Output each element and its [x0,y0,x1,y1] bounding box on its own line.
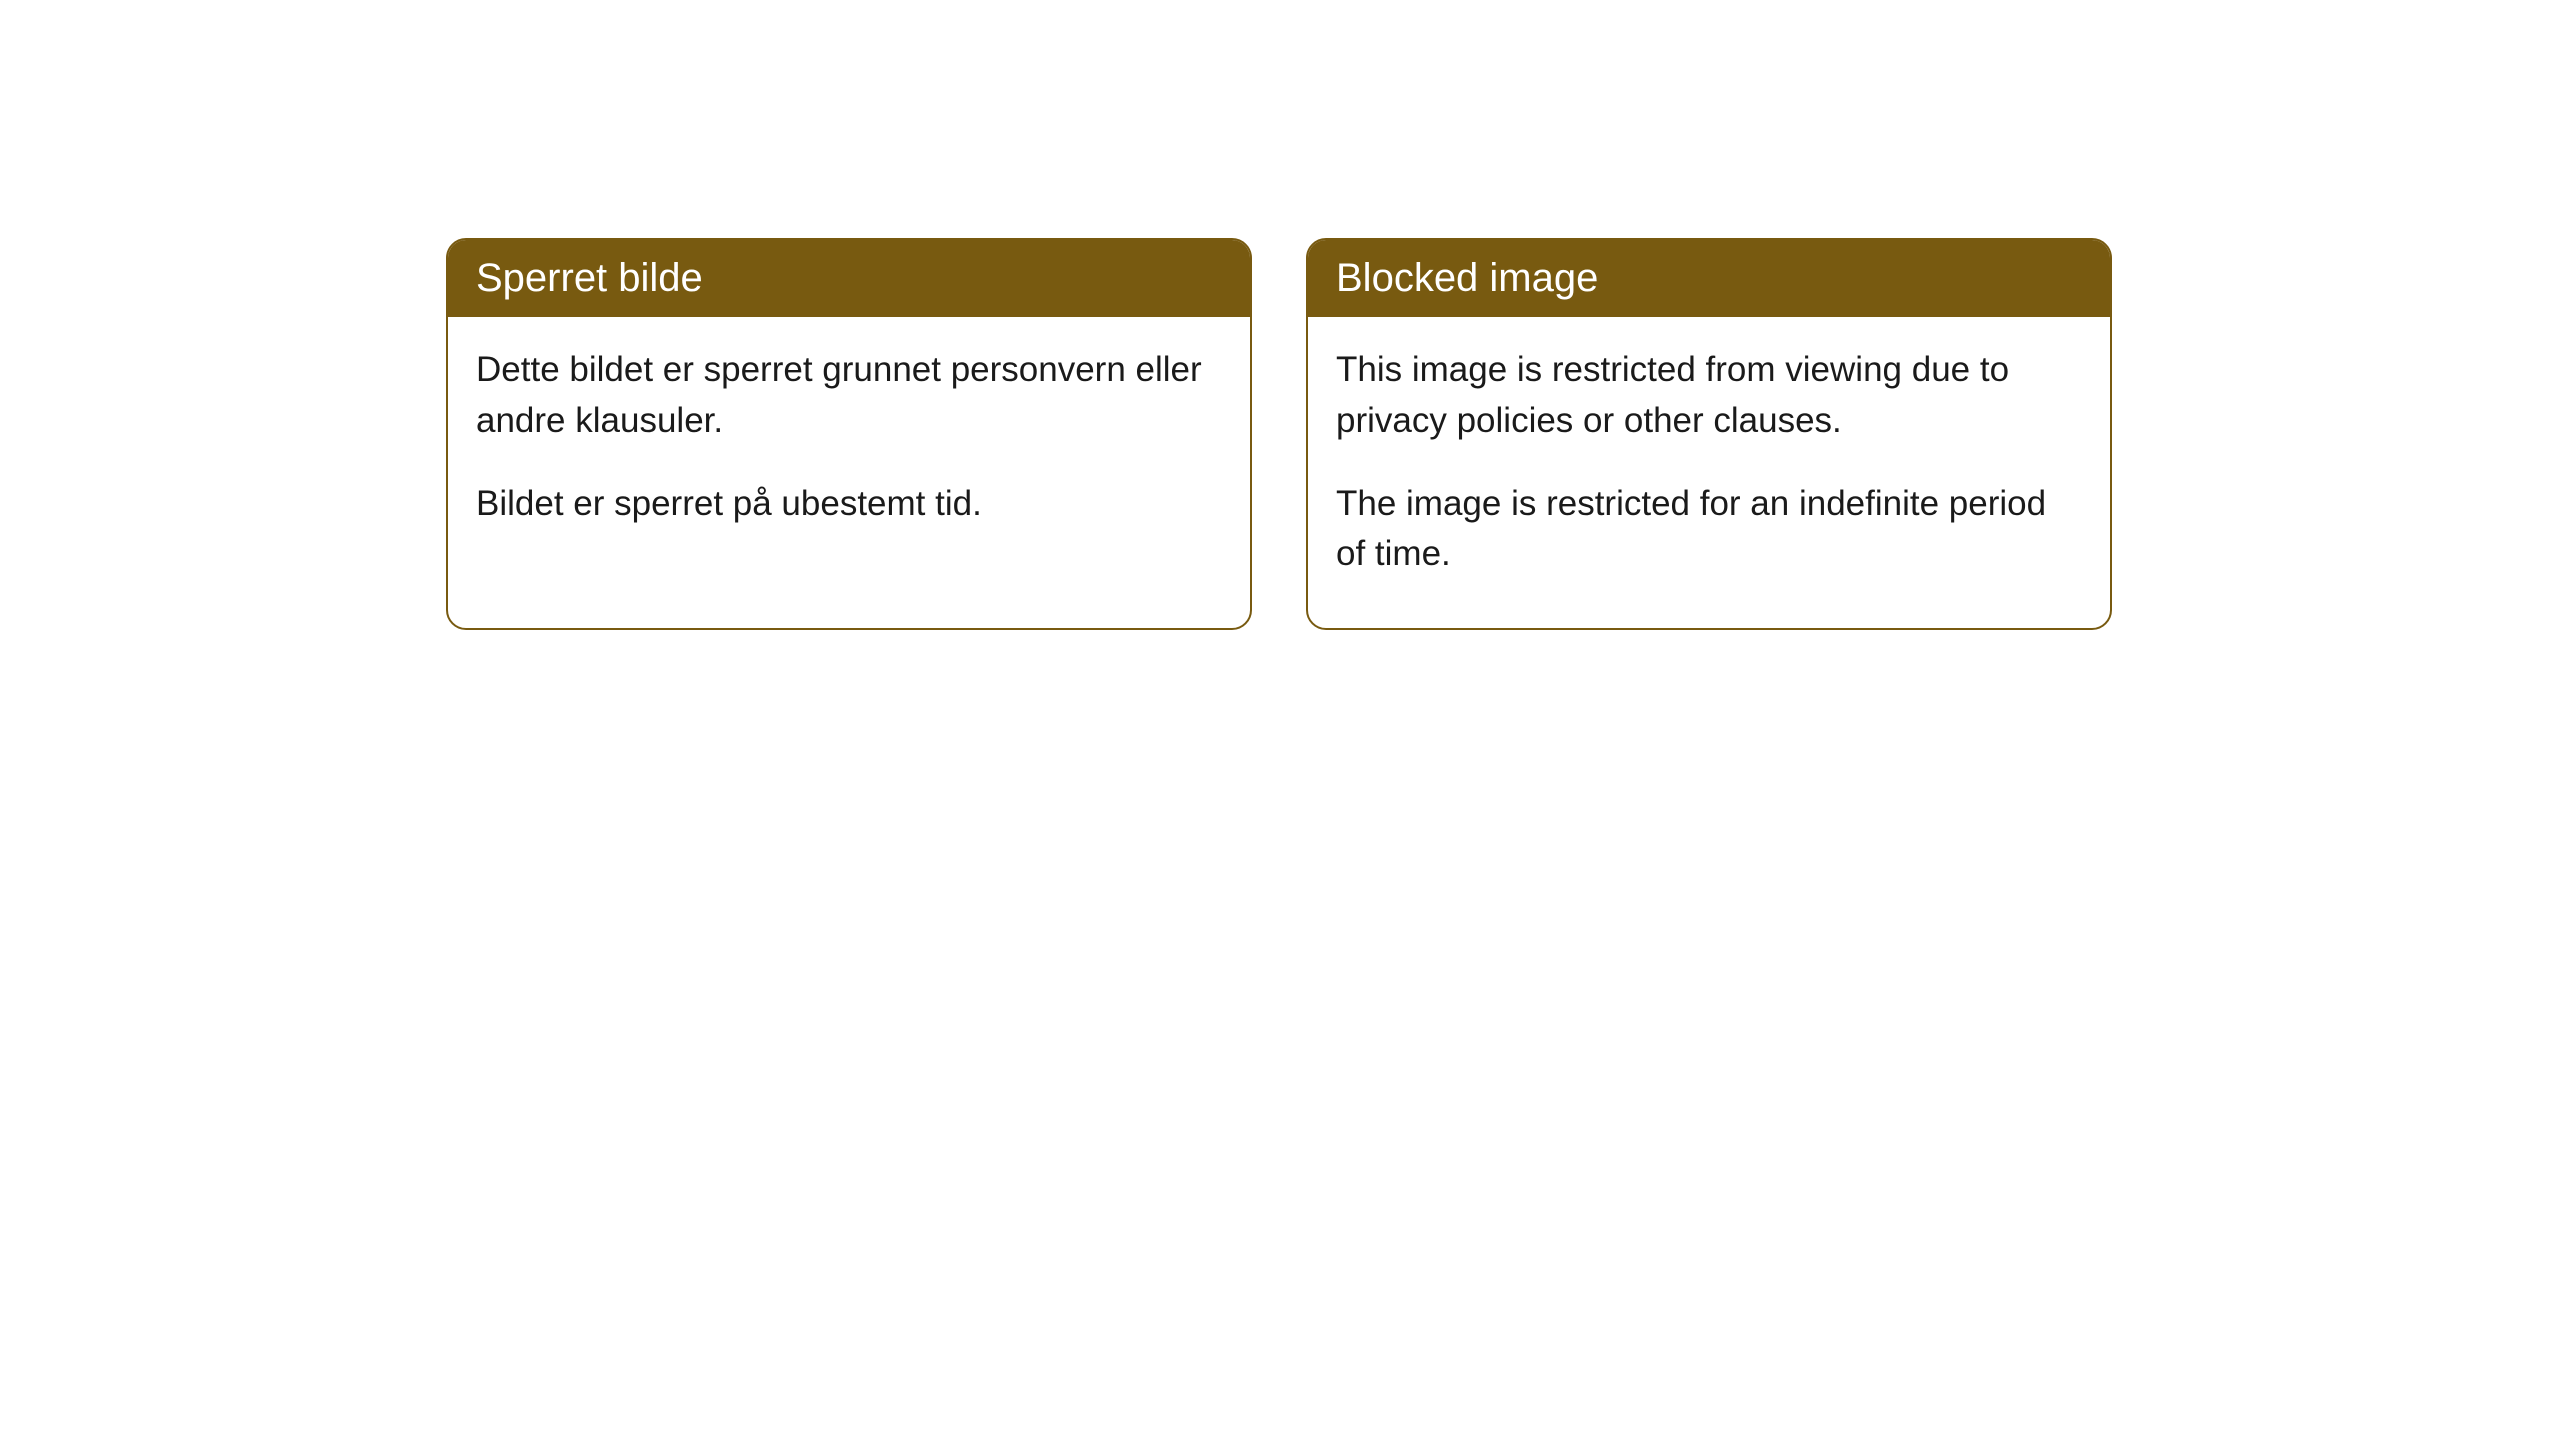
card-header-english: Blocked image [1308,240,2110,317]
card-body-norwegian: Dette bildet er sperret grunnet personve… [448,317,1250,577]
card-paragraph-1-norwegian: Dette bildet er sperret grunnet personve… [476,345,1222,447]
card-title-norwegian: Sperret bilde [476,256,703,300]
notice-container: Sperret bilde Dette bildet er sperret gr… [0,0,2560,630]
card-paragraph-2-english: The image is restricted for an indefinit… [1336,479,2082,581]
card-body-english: This image is restricted from viewing du… [1308,317,2110,628]
card-header-norwegian: Sperret bilde [448,240,1250,317]
blocked-image-card-english: Blocked image This image is restricted f… [1306,238,2112,630]
card-paragraph-2-norwegian: Bildet er sperret på ubestemt tid. [476,479,1222,530]
blocked-image-card-norwegian: Sperret bilde Dette bildet er sperret gr… [446,238,1252,630]
card-paragraph-1-english: This image is restricted from viewing du… [1336,345,2082,447]
card-title-english: Blocked image [1336,256,1598,300]
